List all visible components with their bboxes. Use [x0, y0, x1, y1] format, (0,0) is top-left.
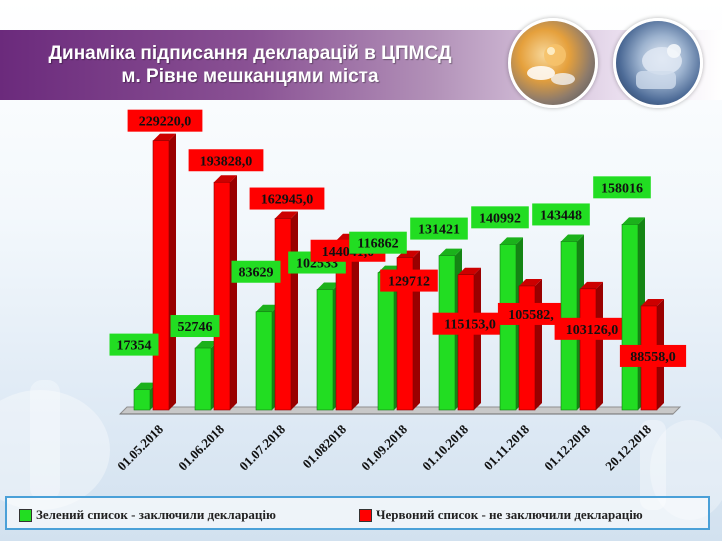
red-value-label-1: 193828,0: [200, 154, 253, 169]
green-bar-5-top: [439, 248, 462, 256]
green-value-label-7: 143448: [540, 208, 582, 223]
green-value-label-0-box: [109, 333, 159, 356]
red-value-label-2-box: [249, 187, 325, 210]
red-value-label-7: 103126,0: [566, 323, 619, 338]
title-line-1: Динаміка підписання декларацій в ЦПМСД: [48, 43, 452, 64]
green-bar-6: [499, 244, 517, 411]
green-bar-1: [194, 347, 212, 411]
red-bar-1: [213, 181, 231, 411]
red-value-label-8: 88558,0: [630, 350, 676, 365]
green-bar-4: [377, 272, 395, 411]
x-tick-label-8: 20.12.2018: [602, 421, 654, 473]
red-bar-2: [274, 218, 292, 411]
x-tick-label-1: 01.06.2018: [175, 421, 227, 473]
green-value-label-6-box: [471, 206, 529, 229]
green-value-label-4-box: [349, 231, 407, 254]
green-bar-3: [316, 289, 334, 411]
red-bar-7-top: [580, 281, 603, 289]
legend-swatch-green: [19, 508, 32, 522]
red-value-label-0-box: [127, 109, 203, 132]
doctor-photo: [613, 18, 703, 108]
green-value-label-8-box: [593, 176, 651, 199]
red-bar-3-side: [352, 233, 359, 410]
green-bar-8: [621, 224, 639, 411]
legend: Зелений список - заключили декларацію Че…: [5, 496, 710, 530]
green-value-label-6: 140992: [479, 211, 521, 226]
red-bar-4: [396, 257, 414, 411]
red-bar-6-top: [519, 278, 542, 286]
green-bar-8-top: [622, 217, 645, 225]
red-value-label-5-box: [432, 312, 508, 335]
red-value-label-4-box: [380, 269, 438, 292]
red-value-label-8-box: [619, 344, 687, 367]
x-tick-label-4: 01.09.2018: [358, 421, 410, 473]
red-value-label-5: 115153,0: [444, 318, 496, 333]
green-bar-2: [255, 311, 273, 411]
red-value-label-1-box: [188, 149, 264, 172]
green-bar-0: [133, 389, 151, 411]
green-value-label-5: 131421: [418, 223, 460, 238]
x-tick-label-7: 01.12.2018: [541, 421, 593, 473]
green-bar-2-top: [256, 304, 279, 312]
red-bar-8-top: [641, 298, 664, 306]
red-bar-0-top: [153, 133, 176, 141]
red-bar-0-side: [169, 133, 176, 410]
legend-label-green: Зелений список - заключили декларацію: [36, 507, 276, 522]
green-value-label-1-box: [170, 315, 220, 338]
red-value-label-6: 105582,: [508, 308, 554, 323]
green-bar-7-top: [561, 234, 584, 242]
legend-item-green: Зелений список - заключили декларацію: [19, 507, 276, 523]
red-bar-5-side: [474, 267, 481, 410]
medicine-photo: [508, 18, 598, 108]
x-tick-label-0: 01.05.2018: [114, 421, 166, 473]
red-value-label-6-box: [497, 302, 565, 325]
x-tick-label-5: 01.10.2018: [419, 421, 471, 473]
green-bar-6-top: [500, 237, 523, 245]
legend-item-red: Червоний список - не заключили деклараці…: [359, 507, 643, 523]
red-value-label-7-box: [554, 317, 630, 340]
red-bar-7: [579, 288, 597, 411]
red-value-label-0: 229220,0: [139, 115, 192, 130]
red-value-label-2: 162945,0: [261, 193, 314, 208]
red-bar-5: [457, 274, 475, 411]
legend-label-red: Червоний список - не заключили деклараці…: [376, 507, 643, 522]
red-bar-1-top: [214, 175, 237, 183]
red-bar-5-top: [458, 267, 481, 275]
page-title: Динаміка підписання декларацій в ЦПМСД м…: [0, 42, 500, 88]
red-bar-2-top: [275, 211, 298, 219]
red-bar-1-side: [230, 175, 237, 410]
green-bar-0-top: [134, 382, 157, 390]
x-tick-label-2: 01.07.2018: [236, 421, 288, 473]
red-bar-2-side: [291, 211, 298, 410]
red-value-label-4: 129712: [388, 275, 430, 290]
green-value-label-4: 116862: [357, 237, 398, 252]
title-banner: [0, 30, 722, 100]
green-value-label-0: 17354: [117, 339, 152, 354]
x-tick-label-6: 01.11.2018: [481, 421, 533, 473]
green-value-label-7-box: [532, 203, 590, 226]
green-bar-3-top: [317, 282, 340, 290]
green-bar-1-top: [195, 341, 218, 349]
green-value-label-2: 83629: [239, 266, 274, 281]
green-value-label-2-box: [231, 260, 281, 283]
green-value-label-5-box: [410, 217, 468, 240]
title-line-2: м. Рівне мешканцями міста: [121, 66, 379, 87]
green-value-label-8: 158016: [601, 181, 643, 196]
red-bar-6-side: [535, 278, 542, 410]
red-bar-7-side: [596, 281, 603, 410]
legend-swatch-red: [359, 508, 372, 522]
x-tick-label-3: 01.082018: [299, 421, 349, 471]
green-value-label-1: 52746: [178, 320, 213, 335]
red-bar-0: [152, 140, 170, 411]
